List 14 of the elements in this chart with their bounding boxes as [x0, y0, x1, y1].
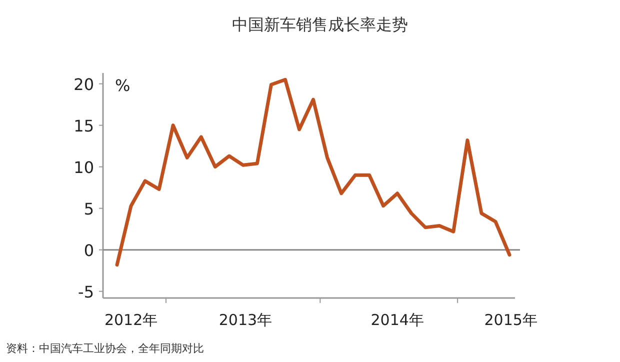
y-tick-label: 15 — [74, 116, 94, 136]
y-tick-label: 10 — [74, 158, 94, 177]
chart-title: 中国新车销售成长率走势 — [232, 15, 408, 34]
x-tick-label: 2013年 — [218, 311, 272, 329]
y-tick-label: 0 — [84, 240, 94, 260]
x-tick-label: 2012年 — [104, 311, 158, 329]
y-tick-label: -5 — [78, 282, 94, 302]
x-tick-label: 2015年 — [484, 311, 538, 329]
text: 资料：中国汽车工业协会，全年同期对比 — [6, 342, 204, 355]
line-series — [115, 78, 512, 267]
y-tick-label: 5 — [84, 199, 94, 218]
y-axis-title: % — [115, 76, 130, 95]
y-tick-label: 20 — [74, 74, 94, 94]
x-tick-label: 2014年 — [370, 311, 424, 329]
